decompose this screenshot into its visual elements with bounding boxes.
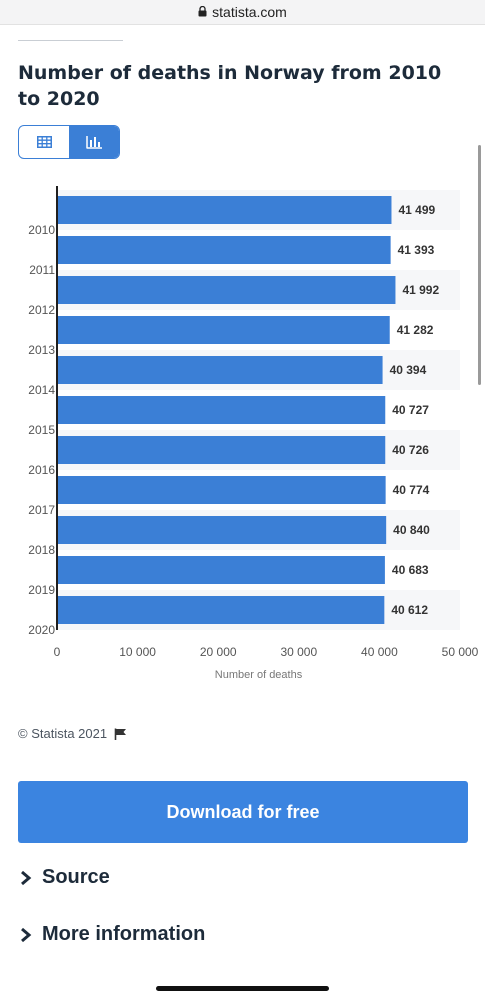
x-tick-label: 10 000 (119, 645, 156, 659)
category-label: 2020 (28, 623, 55, 637)
category-label: 2019 (28, 583, 55, 597)
value-label: 41 499 (398, 203, 435, 217)
category-label: 2014 (28, 383, 55, 397)
bar (57, 196, 392, 224)
category-label: 2016 (28, 463, 55, 477)
chart-view-button[interactable] (69, 126, 119, 158)
x-axis-title: Number of deaths (215, 669, 303, 680)
value-label: 40 394 (390, 363, 427, 377)
source-label: Source (42, 866, 110, 888)
x-tick-label: 50 000 (442, 645, 479, 659)
category-label: 2010 (28, 223, 55, 237)
bar (57, 356, 383, 384)
chevron-right-icon (21, 870, 32, 885)
value-label: 41 393 (398, 243, 435, 257)
more-info-label: More information (42, 923, 206, 945)
bar (57, 236, 391, 264)
x-tick-label: 20 000 (200, 645, 237, 659)
value-label: 40 612 (391, 603, 428, 617)
category-label: 2011 (29, 263, 55, 277)
flag-icon[interactable] (114, 728, 127, 740)
scroll-indicator (478, 145, 481, 385)
bar (57, 276, 396, 304)
divider (18, 40, 123, 41)
x-tick-label: 30 000 (280, 645, 317, 659)
value-label: 41 992 (402, 283, 439, 297)
category-label: 2012 (28, 303, 55, 317)
value-label: 40 774 (393, 483, 430, 497)
value-label: 41 282 (397, 323, 434, 337)
bar (57, 316, 390, 344)
table-view-button[interactable] (19, 126, 69, 158)
x-tick-label: 0 (54, 645, 61, 659)
category-label: 2015 (28, 423, 55, 437)
copyright: © Statista 2021 (18, 726, 127, 741)
value-label: 40 726 (392, 443, 429, 457)
bar (57, 556, 385, 584)
value-label: 40 683 (392, 563, 429, 577)
view-toggle (18, 125, 120, 159)
download-button[interactable]: Download for free (18, 781, 468, 843)
value-label: 40 727 (392, 403, 429, 417)
page-title: Number of deaths in Norway from 2010 to … (18, 62, 442, 110)
category-label: 2017 (28, 503, 55, 517)
chevron-right-icon (21, 927, 32, 942)
bar (57, 396, 386, 424)
bar (57, 516, 387, 544)
category-label: 2018 (28, 543, 55, 557)
x-tick-label: 40 000 (361, 645, 398, 659)
url-text: statista.com (212, 4, 287, 20)
bar (57, 436, 386, 464)
lock-icon (198, 5, 207, 16)
source-section-toggle[interactable]: Source (18, 866, 110, 889)
category-label: 2013 (28, 343, 55, 357)
browser-url-bar[interactable]: statista.com (0, 0, 485, 25)
home-indicator (156, 986, 329, 991)
value-label: 40 840 (393, 523, 430, 537)
bar (57, 476, 386, 504)
table-icon (36, 136, 52, 148)
copyright-text: © Statista 2021 (18, 726, 108, 741)
bar-chart: 41 499 2010 41 393 2011 41 992 2012 41 282 2013… (28, 186, 479, 680)
bar (57, 596, 385, 624)
bar-chart-icon (86, 135, 102, 149)
more-info-section-toggle[interactable]: More information (18, 923, 205, 946)
